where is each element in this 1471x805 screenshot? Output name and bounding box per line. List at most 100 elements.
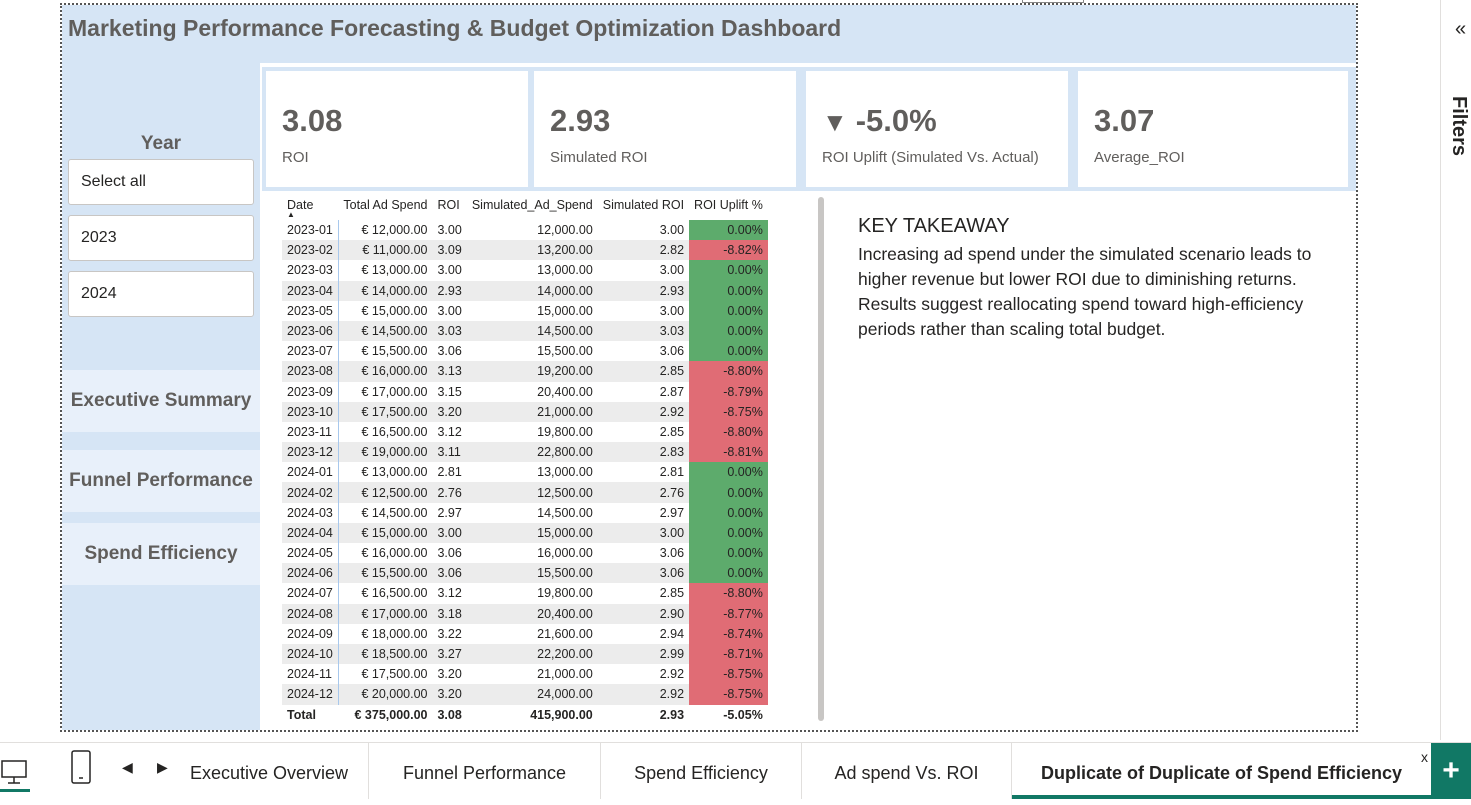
cell-simulated-ad-spend: 16,000.00 bbox=[537, 546, 593, 561]
table-row[interactable]: 2024-05 € 16,000.00 3.06 16,000.00 3.06 0.00% bbox=[282, 543, 768, 564]
table-row[interactable]: 2023-03 € 13,000.00 3.00 13,000.00 3.00 0.00% bbox=[282, 260, 768, 281]
table-row[interactable]: 2024-01 € 13,000.00 2.81 13,000.00 2.81 0.00% bbox=[282, 462, 768, 483]
table-row[interactable]: 2024-07 € 16,500.00 3.12 19,800.00 2.85 -8.80… bbox=[282, 583, 768, 604]
cell-roi: 3.20 bbox=[437, 667, 462, 682]
cell-roi: 3.06 bbox=[437, 344, 462, 359]
table-row[interactable]: 2024-06 € 15,500.00 3.06 15,500.00 3.06 0.00% bbox=[282, 563, 768, 584]
table-row[interactable]: 2024-08 € 17,000.00 3.18 20,400.00 2.90 -8.77… bbox=[282, 603, 768, 624]
cell-roi: 3.06 bbox=[432, 563, 467, 584]
cell-total-ad-spend: € 12,500.00 bbox=[338, 482, 433, 503]
table-row[interactable]: 2023-12 € 19,000.00 3.11 22,800.00 2.83 -8.81… bbox=[282, 442, 768, 463]
page-title: Marketing Performance Forecasting & Budg… bbox=[68, 15, 842, 41]
table-row[interactable]: 2024-12 € 20,000.00 3.20 24,000.00 2.92 -8.75… bbox=[282, 684, 768, 705]
table-row[interactable]: 2023-01 € 12,000.00 3.00 12,000.00 3.00 0.00% bbox=[282, 220, 768, 241]
table-row[interactable]: 2023-10 € 17,500.00 3.20 21,000.00 2.92 -8.75… bbox=[282, 401, 768, 422]
slicer-item-2024[interactable]: 2024 bbox=[68, 271, 254, 317]
table-row[interactable]: 2023-05 € 15,000.00 3.00 15,000.00 3.00 0.00% bbox=[282, 300, 768, 321]
total-cell: € 375,000.00 bbox=[354, 707, 428, 722]
table-row[interactable]: 2023-02 € 11,000.00 3.09 13,200.00 2.82 -8.82… bbox=[282, 240, 768, 261]
cell-simulated-roi: 3.00 bbox=[597, 522, 690, 543]
column-header-roi[interactable]: ROI bbox=[437, 198, 460, 212]
cell-simulated-roi: 2.82 bbox=[597, 240, 690, 261]
cell-date: 2024-04 bbox=[282, 522, 339, 543]
cell-roi-uplift: -8.79% bbox=[689, 381, 768, 402]
cell-simulated-roi: 2.87 bbox=[659, 384, 685, 399]
tab-executive-overview[interactable]: Executive Overview bbox=[180, 743, 369, 799]
column-header-simulated-roi[interactable]: Simulated ROI bbox=[602, 198, 685, 212]
tab-duplicate-spend-efficiency[interactable]: Duplicate of Duplicate of Spend Efficien… bbox=[1012, 743, 1432, 799]
table-row[interactable]: 2023-04 € 14,000.00 2.93 14,000.00 2.93 0.00% bbox=[282, 280, 768, 301]
table-row[interactable]: 2023-07 € 15,500.00 3.06 15,500.00 3.06 0.00% bbox=[282, 341, 768, 362]
top-resize-handle[interactable] bbox=[1022, 0, 1084, 3]
mobile-view-icon[interactable] bbox=[70, 749, 92, 785]
cell-date: 2024-05 bbox=[282, 543, 339, 564]
cell-roi-uplift: 0.00% bbox=[689, 502, 768, 523]
table-row[interactable]: 2024-04 € 15,000.00 3.00 15,000.00 3.00 0.00% bbox=[282, 522, 768, 543]
cell-date: 2023-06 bbox=[282, 320, 339, 342]
cell-roi-uplift: 0.00% bbox=[689, 220, 768, 241]
kpi-label: ROI bbox=[282, 149, 309, 166]
cell-simulated-ad-spend: 19,200.00 bbox=[466, 361, 598, 382]
nav-button-funnel-performance[interactable]: Funnel Performance bbox=[62, 450, 260, 512]
table-row[interactable]: 2024-09 € 18,000.00 3.22 21,600.00 2.94 -8.74… bbox=[282, 623, 768, 644]
desktop-view-icon[interactable] bbox=[0, 751, 30, 791]
nav-button-spend-efficiency[interactable]: Spend Efficiency bbox=[62, 523, 260, 585]
previous-tab-arrow-icon[interactable]: ◀ bbox=[122, 759, 133, 775]
nav-button-executive-summary[interactable]: Executive Summary bbox=[62, 370, 260, 432]
table-scrollbar[interactable] bbox=[818, 197, 824, 721]
column-header-date[interactable]: Date ▲ bbox=[282, 198, 338, 220]
cell-simulated-roi: 2.99 bbox=[597, 643, 690, 665]
cell-total-ad-spend: € 14,000.00 bbox=[338, 280, 433, 301]
cell-simulated-ad-spend: 14,000.00 bbox=[466, 280, 598, 301]
cell-total-ad-spend: € 17,000.00 bbox=[338, 603, 433, 624]
cell-roi: 3.00 bbox=[437, 303, 462, 318]
table-row[interactable]: 2023-09 € 17,000.00 3.15 20,400.00 2.87 -8.79… bbox=[282, 381, 768, 402]
slicer-item-2023[interactable]: 2023 bbox=[68, 215, 254, 261]
cell-simulated-roi: 3.06 bbox=[597, 563, 690, 584]
total-cell: Total bbox=[287, 707, 316, 722]
cell-simulated-ad-spend: 14,500.00 bbox=[466, 320, 598, 342]
cell-date: 2023-05 bbox=[282, 300, 339, 321]
filters-pane[interactable]: « Filters bbox=[1440, 0, 1471, 740]
table-row[interactable]: 2024-11 € 17,500.00 3.20 21,000.00 2.92 -8.75… bbox=[282, 664, 768, 685]
cell-roi: 3.03 bbox=[432, 320, 467, 342]
cell-roi: 2.81 bbox=[437, 465, 462, 480]
cell-simulated-ad-spend: 24,000.00 bbox=[466, 684, 598, 705]
slicer-item-select-all[interactable]: Select all bbox=[68, 159, 254, 205]
tab-spend-efficiency[interactable]: Spend Efficiency bbox=[601, 743, 802, 799]
cell-simulated-roi: 3.06 bbox=[659, 546, 685, 561]
table-row[interactable]: 2023-06 € 14,500.00 3.03 14,500.00 3.03 0.00% bbox=[282, 320, 768, 342]
table-row[interactable]: 2024-10 € 18,500.00 3.27 22,200.00 2.99 -8.71… bbox=[282, 643, 768, 665]
column-header-simulated-ad-spend[interactable]: Simulated_Ad_Spend bbox=[471, 198, 593, 212]
add-page-button[interactable]: + bbox=[1431, 743, 1471, 799]
column-header-total-ad-spend[interactable]: Total Ad Spend bbox=[343, 198, 428, 212]
cell-roi: 3.00 bbox=[432, 522, 467, 543]
cell-roi: 3.22 bbox=[437, 626, 462, 641]
column-header-roi-uplift[interactable]: ROI Uplift % bbox=[694, 198, 763, 212]
total-cell: 2.93 bbox=[659, 707, 685, 722]
table-row[interactable]: 2023-11 € 16,500.00 3.12 19,800.00 2.85 -8.80… bbox=[282, 421, 768, 443]
next-tab-arrow-icon[interactable]: ▶ bbox=[157, 759, 168, 775]
cell-roi: 3.27 bbox=[432, 643, 467, 665]
cell-date: 2024-10 bbox=[282, 643, 339, 665]
close-tab-icon[interactable]: x bbox=[1421, 749, 1428, 765]
filters-label[interactable]: Filters bbox=[1448, 96, 1470, 157]
cell-date: 2024-12 bbox=[282, 684, 339, 705]
collapse-chevron-icon[interactable]: « bbox=[1455, 18, 1467, 40]
cell-roi-uplift: 0.00% bbox=[689, 482, 768, 503]
cell-simulated-roi: 3.00 bbox=[659, 303, 685, 318]
tab-funnel-performance[interactable]: Funnel Performance bbox=[369, 743, 601, 799]
cell-total-ad-spend: € 11,000.00 bbox=[338, 240, 433, 261]
cell-roi-uplift: -8.81% bbox=[689, 442, 768, 463]
cell-total-ad-spend: € 15,000.00 bbox=[361, 303, 428, 318]
table-row[interactable]: 2024-02 € 12,500.00 2.76 12,500.00 2.76 0.00% bbox=[282, 482, 768, 503]
cell-date: 2023-10 bbox=[282, 401, 339, 422]
key-takeaway-box: KEY TAKEAWAY Increasing ad spend under t… bbox=[858, 215, 1338, 342]
cell-roi-uplift: -8.80% bbox=[689, 583, 768, 604]
kpi-value: 3.07 bbox=[1094, 103, 1155, 138]
total-cell: -5.05% bbox=[723, 707, 763, 722]
tab-ad-spend-vs-roi[interactable]: Ad spend Vs. ROI bbox=[802, 743, 1012, 799]
sort-ascending-icon: ▲ bbox=[287, 210, 295, 219]
table-row[interactable]: 2024-03 € 14,500.00 2.97 14,500.00 2.97 0.00% bbox=[282, 502, 768, 523]
table-row[interactable]: 2023-08 € 16,000.00 3.13 19,200.00 2.85 -8.80… bbox=[282, 361, 768, 382]
